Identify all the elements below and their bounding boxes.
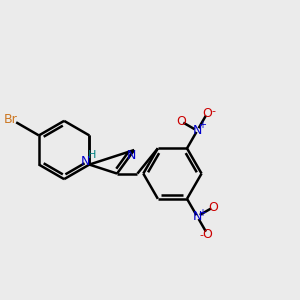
Text: N: N xyxy=(80,155,90,168)
Text: O: O xyxy=(202,228,212,241)
Text: H: H xyxy=(88,150,96,160)
Text: O: O xyxy=(202,106,212,119)
Text: +: + xyxy=(198,208,206,218)
Text: -: - xyxy=(199,231,203,241)
Text: N: N xyxy=(193,124,202,137)
Text: Br: Br xyxy=(4,112,17,126)
Text: N: N xyxy=(127,149,136,162)
Text: O: O xyxy=(209,200,218,214)
Text: -: - xyxy=(212,106,216,117)
Text: +: + xyxy=(198,120,206,130)
Text: N: N xyxy=(193,210,202,223)
Text: O: O xyxy=(176,115,186,128)
